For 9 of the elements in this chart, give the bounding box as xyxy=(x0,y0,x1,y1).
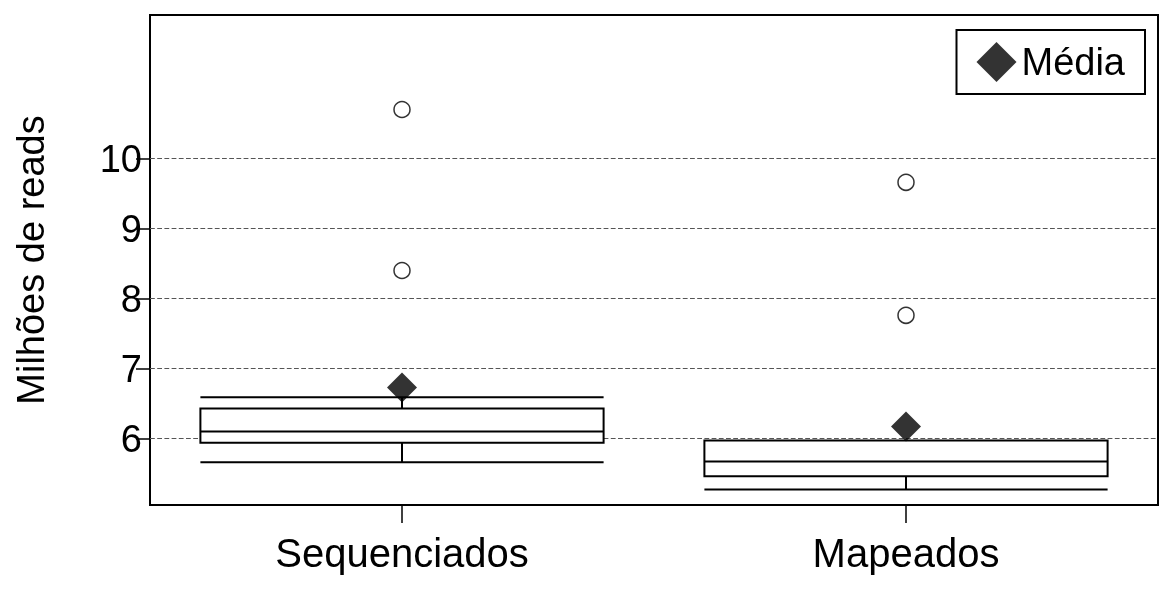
x-tick-label: Sequenciados xyxy=(275,531,529,575)
y-axis-title: Milhões de reads xyxy=(10,115,52,405)
y-tick-label: 7 xyxy=(120,347,142,390)
y-tick-label: 10 xyxy=(99,137,142,180)
y-tick-label: 6 xyxy=(120,417,142,460)
y-tick-label: 8 xyxy=(120,277,142,320)
y-tick-label: 9 xyxy=(120,207,142,250)
x-tick-label: Mapeados xyxy=(812,531,1000,575)
legend-label: Média xyxy=(1021,41,1126,83)
